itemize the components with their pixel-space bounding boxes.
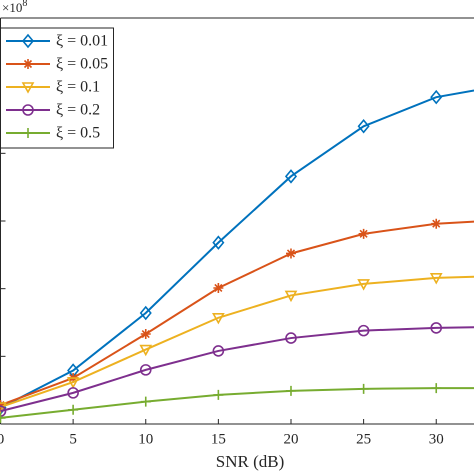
marker [212, 312, 225, 325]
series-line [0, 387, 474, 419]
marker [285, 332, 297, 344]
marker [358, 383, 369, 394]
series-line [0, 89, 474, 409]
x-tick-label: 15 [211, 431, 226, 447]
x-tick-label: 5 [69, 431, 77, 447]
series-line [0, 326, 474, 413]
x-tick-label: 25 [356, 431, 371, 447]
marker [212, 345, 225, 357]
marker [212, 235, 225, 250]
marker [284, 290, 298, 303]
marker [284, 169, 298, 184]
x-axis-label: SNR (dB) [216, 452, 284, 471]
x-tick-label: 10 [138, 431, 153, 447]
marker [285, 248, 296, 259]
marker [139, 344, 153, 357]
legend-marker [22, 104, 34, 116]
series-line [0, 220, 474, 406]
marker [285, 385, 296, 396]
series-line [0, 275, 474, 409]
y-multiplier-power: 8 [22, 0, 27, 9]
legend-marker [23, 128, 33, 138]
y-multiplier-base: ×10 [2, 0, 22, 15]
x-tick-label: 30 [429, 431, 444, 447]
marker [139, 305, 152, 321]
marker [430, 322, 443, 334]
legend: ξ = 0.01 ξ = 0.05 ξ = 0.1 ξ = 0.2 ξ = 0.5 [0, 27, 114, 149]
plot-area [0, 89, 474, 423]
legend-label: ξ = 0.2 [56, 102, 100, 119]
marker [139, 364, 152, 376]
marker [358, 228, 369, 239]
legend-label: ξ = 0.5 [56, 125, 100, 142]
marker [68, 404, 79, 415]
marker [357, 279, 370, 291]
marker [140, 329, 151, 340]
marker [66, 377, 80, 389]
marker [140, 396, 151, 407]
legend-label: ξ = 0.01 [56, 33, 108, 50]
marker [0, 400, 6, 411]
legend-label: ξ = 0.05 [56, 56, 108, 73]
marker [0, 412, 6, 423]
legend-marker [21, 82, 35, 94]
marker [213, 282, 224, 293]
marker [431, 383, 442, 394]
legend-label: ξ = 0.1 [56, 79, 100, 96]
legend-marker [21, 33, 35, 49]
marker [357, 324, 370, 337]
x-tick-label: 0 [0, 431, 4, 447]
marker [67, 387, 79, 399]
marker [429, 273, 443, 285]
y-multiplier: ×108 [2, 0, 27, 15]
legend-marker [23, 59, 33, 69]
marker [430, 89, 443, 105]
marker [357, 119, 370, 134]
marker [213, 389, 224, 400]
marker [431, 218, 442, 229]
x-tick-label: 20 [283, 431, 298, 447]
